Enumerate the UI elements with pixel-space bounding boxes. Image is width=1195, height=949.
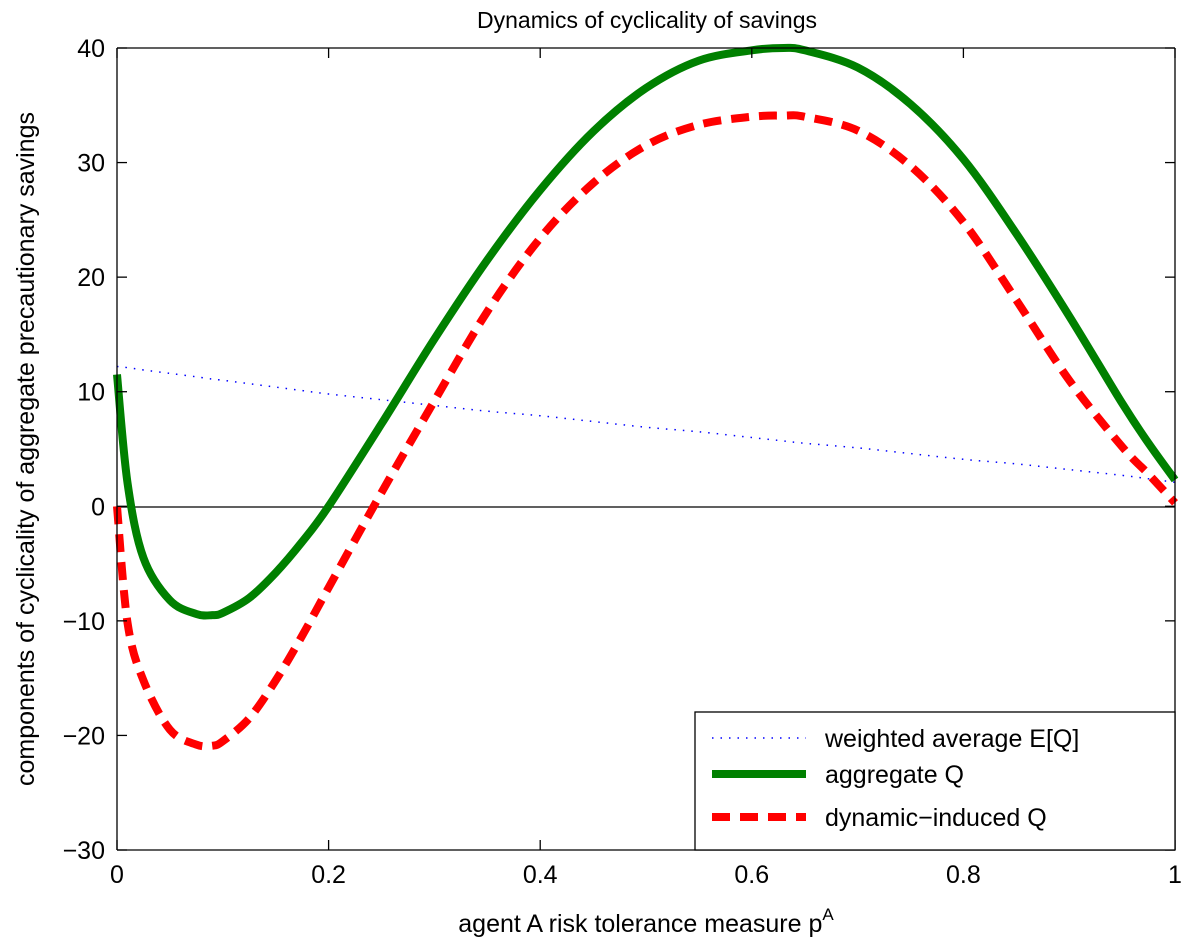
x-axis-label: agent A risk tolerance measure pA — [458, 905, 834, 938]
legend-box — [694, 711, 1176, 851]
y-tick-label: 30 — [77, 150, 105, 178]
x-tick-label: 0.6 — [734, 861, 769, 889]
chart-title: Dynamics of cyclicality of savings — [477, 7, 817, 33]
x-axis-label-superscript: A — [822, 905, 834, 924]
y-tick-label: 40 — [77, 35, 105, 63]
y-tick-label: 0 — [91, 493, 105, 521]
y-tick-label: −20 — [63, 722, 105, 750]
x-tick-label: 0.8 — [946, 861, 981, 889]
x-axis-label-main: agent A risk tolerance measure p — [458, 910, 822, 938]
x-tick-label: 0.4 — [523, 861, 558, 889]
y-tick-label: 10 — [77, 379, 105, 407]
legend-label-weighted-average: weighted average E[Q] — [824, 725, 1079, 753]
series-layer — [113, 43, 1179, 751]
series-line-aggregate — [113, 43, 1179, 620]
series-line-dynamic-induced — [113, 111, 1178, 751]
y-tick-label: −30 — [63, 837, 105, 865]
x-tick-label: 1 — [1168, 861, 1182, 889]
legend-label-aggregate: aggregate Q — [825, 761, 964, 789]
y-tick-label: 20 — [77, 264, 105, 292]
x-tick-label: 0 — [110, 861, 124, 889]
y-axis-label: components of cyclicality of aggregate p… — [12, 112, 40, 786]
legend: weighted average E[Q] aggregate Q dynami… — [694, 711, 1176, 851]
x-tick-label: 0.2 — [311, 861, 346, 889]
series-line-weighted-average — [116, 365, 1176, 483]
tick-layer: 0 0.2 0.4 0.6 0.8 1 −30 −20 −10 0 10 20 30 40 — [63, 35, 1182, 889]
y-tick-label: −10 — [63, 608, 105, 636]
plot-area: 0 0.2 0.4 0.6 0.8 1 −30 −20 −10 0 10 20 30 40 — [63, 35, 1182, 889]
legend-label-dynamic-induced: dynamic−induced Q — [825, 804, 1047, 832]
